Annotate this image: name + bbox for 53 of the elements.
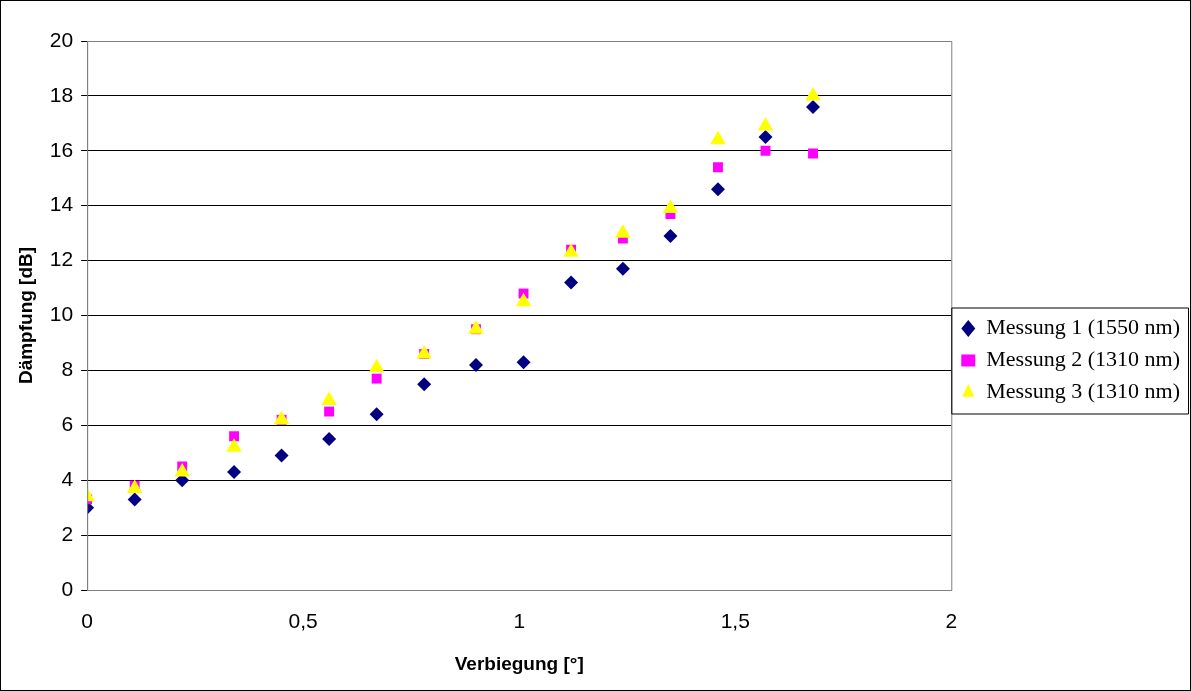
point bbox=[662, 199, 679, 213]
y-tick-label: 10 bbox=[49, 302, 74, 326]
point bbox=[417, 377, 432, 392]
y-tick-label: 4 bbox=[61, 467, 74, 490]
y-tick-label: 16 bbox=[49, 137, 74, 161]
y-tick-label: 14 bbox=[49, 192, 74, 216]
point bbox=[806, 99, 821, 114]
point bbox=[227, 464, 242, 479]
x-tick-label: 1 bbox=[513, 609, 526, 633]
point bbox=[324, 406, 335, 417]
point bbox=[274, 448, 289, 463]
point bbox=[468, 320, 484, 334]
point bbox=[229, 431, 240, 442]
point bbox=[516, 355, 531, 370]
point bbox=[368, 358, 385, 373]
point bbox=[757, 117, 774, 131]
point bbox=[321, 391, 337, 406]
point bbox=[127, 492, 142, 507]
point bbox=[226, 438, 242, 452]
y-tick-label: 20 bbox=[49, 27, 74, 51]
point bbox=[273, 410, 290, 425]
x-tick-label: 1,5 bbox=[720, 609, 750, 633]
y-tick-label: 6 bbox=[61, 412, 74, 436]
point bbox=[808, 148, 818, 159]
point bbox=[710, 130, 726, 145]
point bbox=[469, 357, 484, 372]
y-axis-title: Dämpfung [dB] bbox=[14, 246, 36, 385]
point bbox=[805, 86, 821, 101]
point bbox=[760, 145, 771, 156]
y-tick-label: 12 bbox=[49, 247, 74, 271]
y-tick-label: 0 bbox=[61, 576, 74, 600]
point bbox=[369, 407, 384, 422]
point bbox=[663, 228, 678, 243]
y-tick-label: 8 bbox=[61, 357, 74, 381]
point bbox=[713, 162, 723, 173]
x-tick-label: 0 bbox=[81, 609, 93, 633]
point bbox=[371, 373, 382, 384]
x-tick-label: 0,5 bbox=[288, 609, 318, 633]
x-axis-title: Verbiegung [°] bbox=[454, 652, 584, 674]
point bbox=[758, 130, 773, 145]
point bbox=[710, 182, 725, 197]
point bbox=[416, 344, 432, 359]
point bbox=[615, 224, 631, 238]
point bbox=[515, 292, 532, 307]
legend-label: Messung 1 (1550 nm) bbox=[986, 314, 1180, 340]
legend-label: Messung 3 (1310 nm) bbox=[986, 378, 1180, 404]
x-tick-label: 2 bbox=[945, 609, 958, 633]
y-tick-label: 18 bbox=[49, 82, 74, 106]
legend-label: Messung 2 (1310 nm) bbox=[986, 346, 1180, 372]
point bbox=[322, 432, 337, 447]
point bbox=[564, 275, 579, 290]
point bbox=[615, 261, 630, 276]
y-tick-label: 2 bbox=[61, 521, 74, 545]
